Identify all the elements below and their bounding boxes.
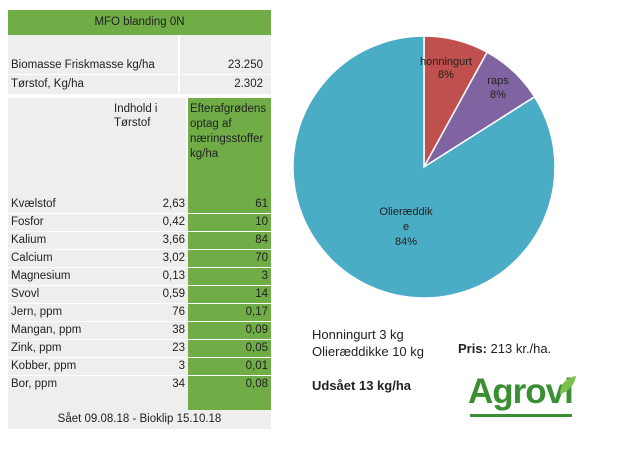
row-content: 3 (110, 358, 188, 376)
header-uptake: Efterafgrødens optag af næringsstoffer k… (188, 98, 271, 198)
slice-label-percent: 8% (490, 89, 506, 101)
row-name: Magnesium (8, 268, 110, 286)
leaf-icon (560, 376, 576, 394)
species-pie-chart (292, 35, 556, 299)
table-row: Jern, ppm 76 0,17 (8, 304, 271, 322)
row-uptake: 0,09 (188, 322, 271, 340)
table-row: Svovl 0,59 14 (8, 286, 271, 304)
row-content: 34 (110, 376, 188, 394)
slice-label-raps: raps 8% (478, 74, 518, 102)
slice-label-name: honningurt (420, 56, 472, 68)
row-uptake: 0,05 (188, 340, 271, 358)
agrovi-logo: Agrovi (468, 372, 576, 424)
header-content-line2: Tørstof (114, 117, 151, 129)
price-info: Pris: 213 kr./ha. (458, 341, 551, 356)
row-uptake: 84 (188, 232, 271, 250)
row-uptake: 3 (188, 268, 271, 286)
table-row: Bor, ppm 34 0,08 (8, 376, 271, 394)
table-footer: Sået 09.08.18 - Bioklip 15.10.18 (8, 410, 271, 429)
row-uptake: 10 (188, 214, 271, 232)
row-uptake: 70 (188, 250, 271, 268)
drymatter-label: Tørstof, Kg/ha (8, 75, 178, 94)
price-value: 213 kr./ha. (490, 341, 552, 356)
table-row: Zink, ppm 23 0,05 (8, 340, 271, 358)
blank-row (8, 394, 271, 410)
row-uptake: 0,08 (188, 376, 271, 394)
table-title-row: MFO blanding 0N (8, 10, 271, 35)
row-name: Kobber, ppm (8, 358, 110, 376)
row-content: 0,59 (110, 286, 188, 304)
slice-label-name-line1: Olieræddik (379, 206, 433, 218)
row-uptake: 61 (188, 196, 271, 214)
row-name: Bor, ppm (8, 376, 110, 394)
header-uptake-line3: næringsstoffer (190, 133, 264, 145)
row-uptake: 0,17 (188, 304, 271, 322)
row-uptake: 0,01 (188, 358, 271, 376)
slice-label-olieraeddike: Olieræddik e 84% (366, 205, 446, 250)
header-uptake-line4: kg/ha (190, 148, 219, 160)
table-row: Magnesium 0,13 3 (8, 268, 271, 286)
slice-label-name: raps (487, 75, 509, 87)
row-content: 23 (110, 340, 188, 358)
header-blank (8, 98, 110, 198)
sown-amount: Udsået 13 kg/ha (312, 378, 411, 393)
table-row: Calcium 3,02 70 (8, 250, 271, 268)
drymatter-value: 2.302 (180, 75, 271, 94)
row-content: 3,02 (110, 250, 188, 268)
biomass-label: Biomasse Friskmasse kg/ha (8, 56, 178, 75)
spacer-row (8, 35, 271, 56)
row-uptake: 14 (188, 286, 271, 304)
slice-label-honningurt: honningurt 8% (414, 56, 478, 82)
row-content: 2,63 (110, 196, 188, 214)
slice-label-percent: 8% (438, 69, 454, 81)
pie-slice-2 (292, 35, 556, 299)
table-row: Fosfor 0,42 10 (8, 214, 271, 232)
table-row: Kobber, ppm 3 0,01 (8, 358, 271, 376)
table-row: Kvælstof 2,63 61 (8, 196, 271, 214)
footer-row: Sået 09.08.18 - Bioklip 15.10.18 (8, 410, 271, 429)
table-row: Mangan, ppm 38 0,09 (8, 322, 271, 340)
header-content: Indhold i Tørstof (110, 98, 186, 198)
biomass-row: Biomasse Friskmasse kg/ha 23.250 (8, 56, 271, 75)
row-name: Kalium (8, 232, 110, 250)
table-title: MFO blanding 0N (8, 10, 271, 35)
row-name: Fosfor (8, 214, 110, 232)
slice-label-percent: 84% (394, 236, 418, 248)
row-content: 38 (110, 322, 188, 340)
row-name: Kvælstof (8, 196, 110, 214)
row-content: 3,66 (110, 232, 188, 250)
header-uptake-line1: Efterafgrødens (190, 103, 267, 115)
slice-label-name-line2: e (402, 221, 410, 233)
logo-underline (470, 414, 572, 417)
row-name: Zink, ppm (8, 340, 110, 358)
row-name: Calcium (8, 250, 110, 268)
row-content: 0,13 (110, 268, 188, 286)
table-row: Kalium 3,66 84 (8, 232, 271, 250)
biomass-value: 23.250 (180, 56, 271, 75)
column-header-row: Indhold i Tørstof Efterafgrødens optag a… (8, 98, 271, 198)
logo-text: Agrovi (468, 372, 574, 411)
row-content: 0,42 (110, 214, 188, 232)
header-content-line1: Indhold i (114, 103, 158, 115)
drymatter-row: Tørstof, Kg/ha 2.302 (8, 75, 271, 94)
header-uptake-line2: optag af (190, 118, 232, 130)
row-name: Jern, ppm (8, 304, 110, 322)
price-label: Pris: (458, 341, 487, 356)
row-name: Mangan, ppm (8, 322, 110, 340)
seed-mix-info: Honningurt 3 kg Olieræddikke 10 kg (312, 326, 424, 360)
seed-line-olieraeddike: Olieræddikke 10 kg (312, 344, 424, 359)
row-name: Svovl (8, 286, 110, 304)
seed-line-honningurt: Honningurt 3 kg (312, 327, 404, 342)
row-content: 76 (110, 304, 188, 322)
